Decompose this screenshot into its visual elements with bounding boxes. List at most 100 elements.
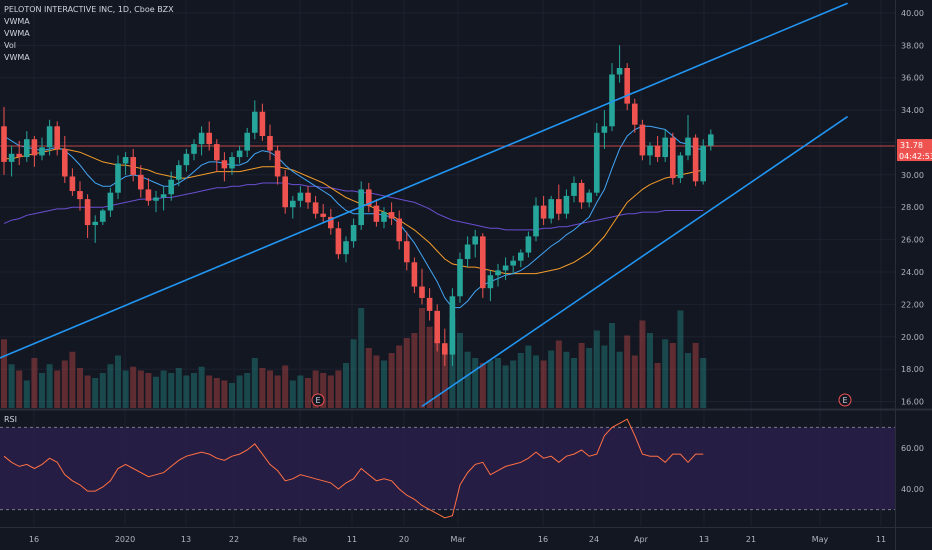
candle-body <box>525 236 532 253</box>
volume-bar <box>77 368 83 408</box>
indicator-label-vwma-1[interactable]: VWMA <box>4 17 30 26</box>
volume-bar <box>213 378 220 408</box>
price-tick-label: 28.00 <box>901 203 924 212</box>
volume-bar <box>259 368 266 408</box>
candle-body <box>502 265 509 271</box>
price-tick-label: 38.00 <box>901 41 924 50</box>
candle-body <box>396 218 402 242</box>
volume-bar <box>130 366 137 408</box>
candle-body <box>183 153 190 166</box>
volume-bar <box>145 373 152 408</box>
candle-body <box>381 212 387 222</box>
candle-body <box>457 259 463 297</box>
volume-bar <box>601 345 608 408</box>
candle-body <box>700 145 706 182</box>
candle-body <box>670 137 676 179</box>
last-price-tag <box>897 139 932 151</box>
candle-body <box>145 189 152 201</box>
volume-bar <box>692 343 699 408</box>
rsi-line <box>3 418 704 519</box>
volume-bar <box>358 308 365 408</box>
volume-bar <box>46 364 53 408</box>
rsi-tick-label: 40.00 <box>901 485 924 494</box>
volume-bar <box>593 330 600 408</box>
volume-bar <box>168 373 175 408</box>
candle-body <box>510 260 516 266</box>
volume-bars <box>1 308 707 408</box>
candle-body <box>252 111 258 133</box>
candle-body <box>8 153 15 162</box>
candle-body <box>487 275 494 289</box>
candle-body <box>677 155 684 179</box>
candle-body <box>46 126 53 148</box>
volume-bar <box>495 358 501 408</box>
volume-bar <box>396 345 403 408</box>
candle-body <box>601 126 608 133</box>
volume-bar <box>251 358 258 408</box>
candle-body <box>328 216 334 229</box>
candle-body <box>214 144 220 161</box>
time-tick-label: 21 <box>746 535 756 544</box>
volume-bar <box>84 375 91 408</box>
volume-bar <box>540 360 547 408</box>
trendline-lower <box>421 115 849 408</box>
time-tick-label: 16 <box>538 535 548 544</box>
candle-body <box>16 153 22 158</box>
volume-bar <box>206 375 213 408</box>
volume-bar <box>153 376 159 408</box>
volume-bar <box>631 355 638 408</box>
candle-body <box>320 213 326 217</box>
candle-body <box>586 192 592 203</box>
candle-body <box>305 192 311 203</box>
volume-bar <box>274 375 281 408</box>
candle-body <box>594 132 600 193</box>
candle-body <box>69 176 76 192</box>
volume-bar <box>297 375 304 408</box>
volume-bar <box>365 348 372 408</box>
earnings-marker <box>311 393 325 407</box>
volume-bar <box>289 380 296 408</box>
candle-body <box>442 343 448 355</box>
volume-bar <box>586 348 593 408</box>
volume-bar <box>669 343 676 408</box>
rsi-band <box>0 427 895 510</box>
time-tick-label: 20 <box>399 535 409 544</box>
candle-body <box>373 205 380 222</box>
indicator-label-vwma-3[interactable]: VWMA <box>4 53 30 62</box>
volume-bar <box>457 333 463 408</box>
candle-body <box>495 270 501 276</box>
volume-bar <box>639 320 646 408</box>
candle-body <box>632 103 638 125</box>
candle-body <box>259 111 266 136</box>
volume-bar <box>236 375 243 408</box>
candle-body <box>548 199 554 219</box>
time-tick-label: 16 <box>29 535 39 544</box>
volume-bar <box>472 358 479 408</box>
time-tick-label: 13 <box>181 535 191 544</box>
trendlines[interactable] <box>0 2 849 408</box>
time-tick-label: Mar <box>450 535 466 544</box>
indicator-label-vol[interactable]: Vol <box>4 41 16 50</box>
volume-bar <box>616 351 623 408</box>
volume-bar <box>61 360 68 408</box>
header-symbol[interactable]: PELOTON INTERACTIVE INC, 1D, Cboe BZX <box>4 5 174 14</box>
price-tick-label: 22.00 <box>901 300 924 309</box>
time-tick-label: 11 <box>876 535 886 544</box>
candle-body <box>464 244 471 260</box>
candle-body <box>388 212 395 219</box>
candle-body <box>244 132 250 151</box>
candle-body <box>54 126 60 149</box>
indicator-label-vwma-2[interactable]: VWMA <box>4 29 30 38</box>
candle-body <box>138 174 144 190</box>
candle-body <box>426 297 433 311</box>
rsi-pane-label[interactable]: RSI <box>4 415 17 424</box>
candle-body <box>518 252 524 261</box>
candle-body <box>206 132 212 145</box>
countdown-label: 04:42:53 <box>899 152 932 161</box>
time-tick-label: Feb <box>293 535 307 544</box>
volume-bar <box>441 348 448 408</box>
price-tick-label: 16.00 <box>901 398 924 407</box>
volume-bar <box>335 370 342 408</box>
